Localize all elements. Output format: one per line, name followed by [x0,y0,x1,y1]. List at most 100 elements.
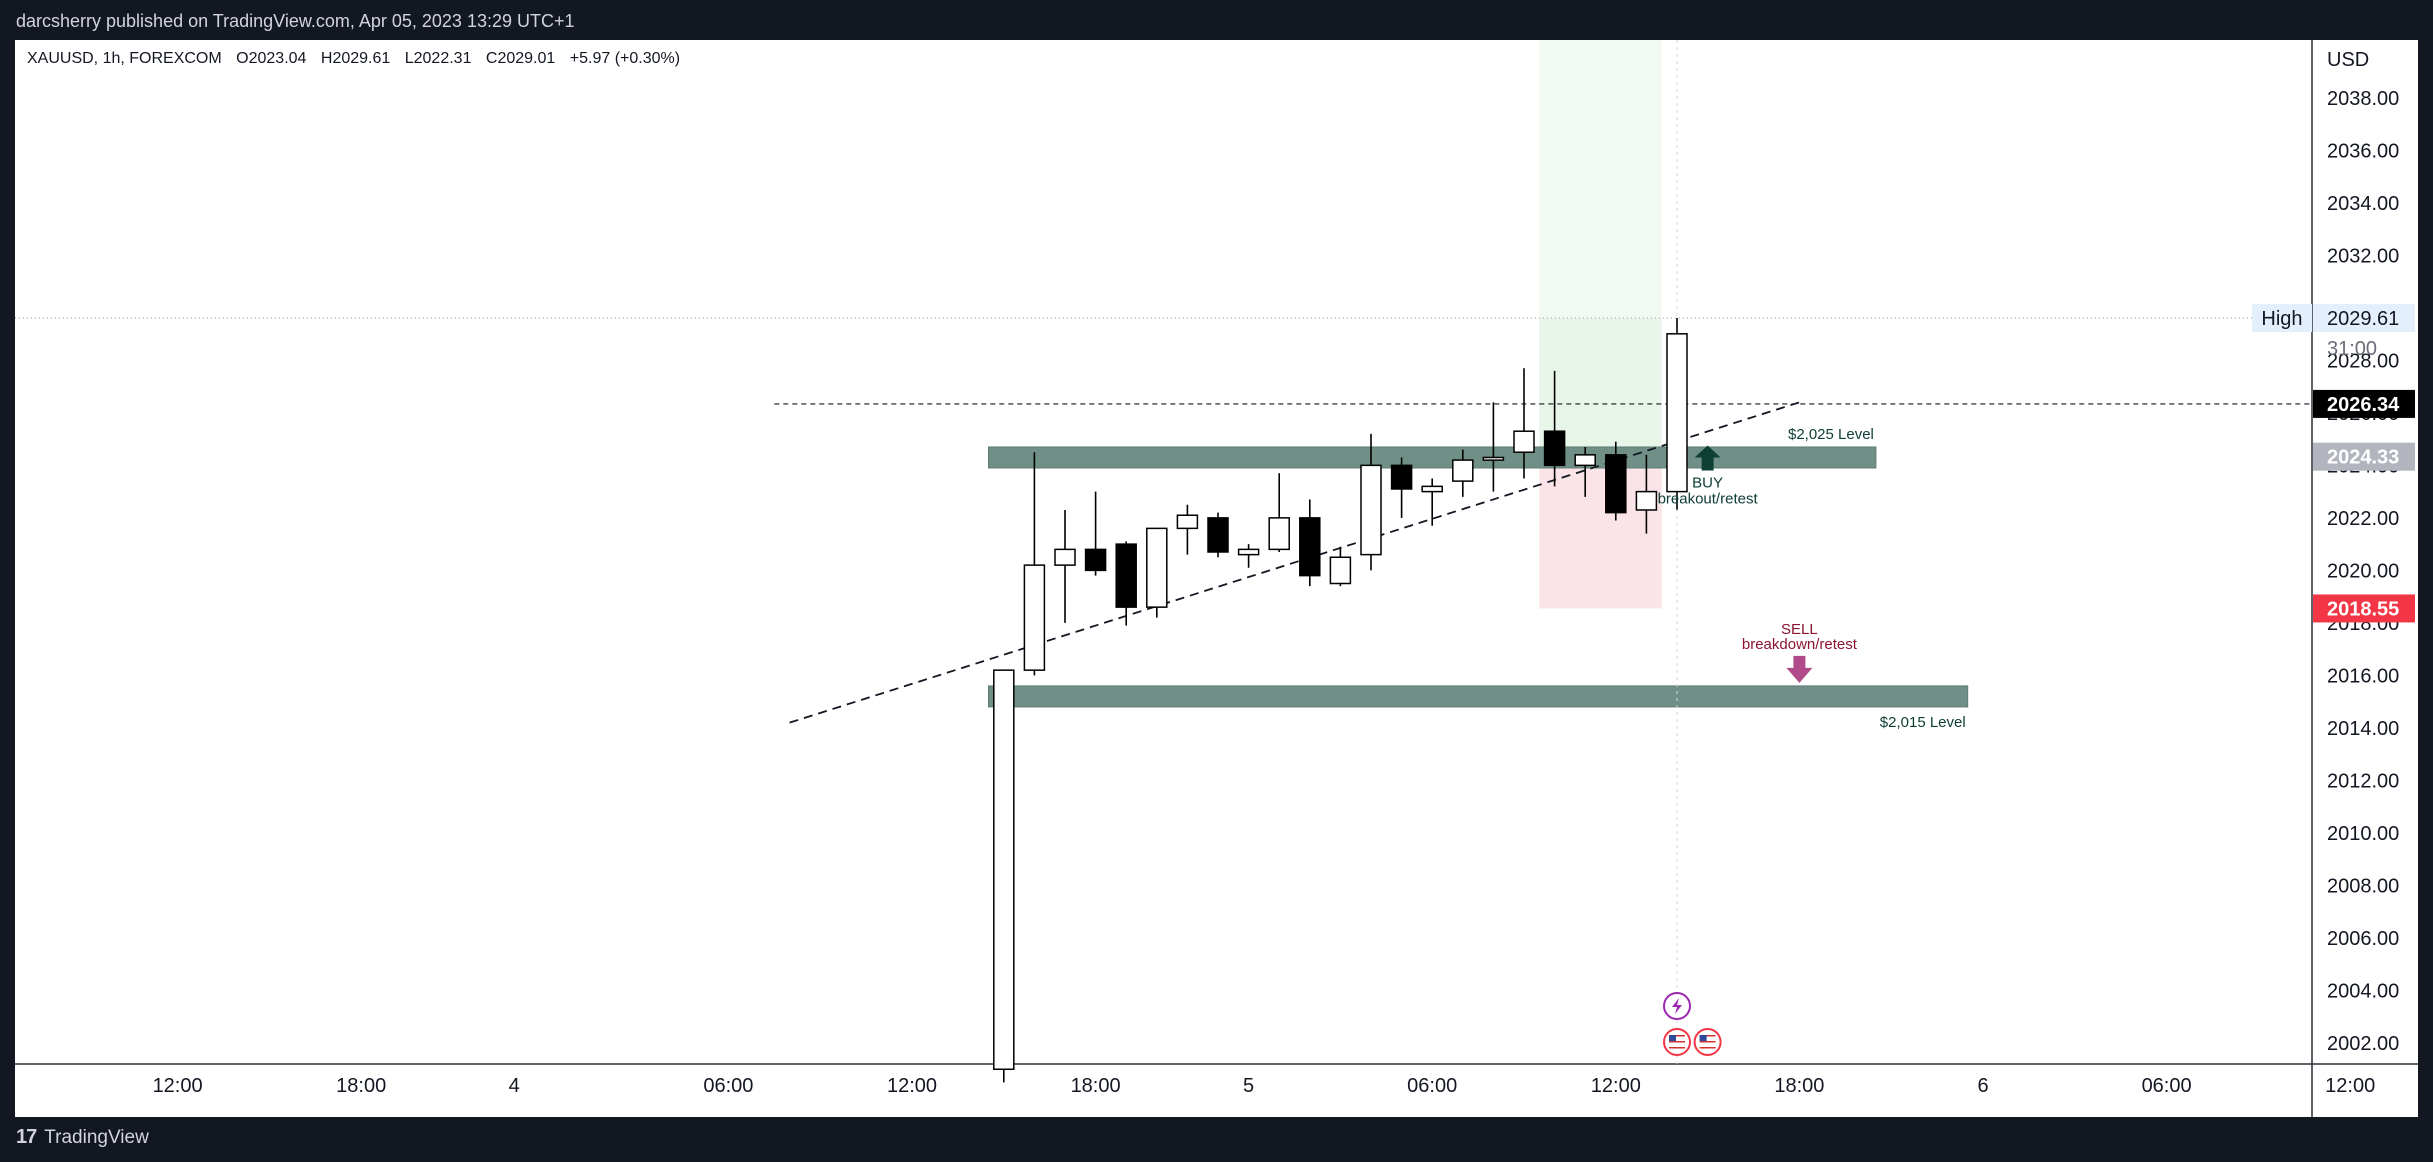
price-tick-label: 2022.00 [2327,508,2399,530]
bid-price-label: 2024.33 [2327,447,2399,469]
trend-lines [15,40,2312,1064]
level-2025-label: $2,025 Level [1788,426,1874,443]
candle-body[interactable] [1605,454,1627,514]
candle-body[interactable] [1299,517,1321,577]
time-tick-label: 12:00 [153,1075,203,1097]
time-tick-label: 06:00 [703,1075,753,1097]
candle-body[interactable] [1023,564,1046,671]
level-zone-0[interactable] [988,446,1877,469]
background-zones: $2,025 Level $2,015 Level [988,40,1969,731]
sell-label: SELL [1781,621,1818,638]
flag-stripe [1699,1047,1716,1049]
candle-body[interactable] [1421,485,1443,493]
position-stop-zone [1539,456,1662,609]
price-tick-label: 2032.00 [2327,245,2399,267]
publisher-bar: darcsherry published on TradingView.com,… [0,0,2433,40]
price-tick-label: 2034.00 [2327,193,2399,215]
candle-body[interactable] [1084,548,1107,572]
candle-body[interactable] [993,669,1015,1071]
price-tick-label: 2002.00 [2327,1033,2399,1055]
chart-canvas[interactable]: $2,025 Level $2,015 Level BUYbreakout/ret… [15,40,2418,1117]
time-tick-label: 6 [1977,1075,1988,1097]
time-tick-label: 06:00 [1407,1075,1457,1097]
price-tick-label: 2006.00 [2327,928,2399,950]
legend-high: H2029.61 [320,50,391,67]
stop-price-label-bg [2313,594,2415,623]
flag-stripe [1699,1038,1716,1040]
price-tick-label: 2014.00 [2327,718,2399,740]
countdown-label: 31:00 [2327,338,2377,360]
time-tick-label: 12:00 [2325,1075,2375,1097]
time-tick-label: 18:00 [1071,1075,1121,1097]
price-tick-label: 2010.00 [2327,823,2399,845]
candles [993,318,1688,1083]
price-tick-label: 2004.00 [2327,980,2399,1002]
candle-body[interactable] [1207,517,1229,553]
candle-body[interactable] [1635,490,1658,511]
price-tick-label: 2016.00 [2327,665,2399,687]
publisher-text: darcsherry published on TradingView.com,… [16,11,575,31]
price-tick-label: 2012.00 [2327,770,2399,792]
candle-body[interactable] [1543,430,1566,467]
flag-stripe [1669,1044,1685,1046]
candle-body[interactable] [1513,430,1535,453]
price-tick-label: 2028.00 [2327,350,2399,372]
symbol-legend: XAUUSD, 1h, FOREXCOM O2023.04 H2029.61 L… [27,50,690,68]
ascending-trendline[interactable] [789,401,1800,724]
time-tick-label: 4 [509,1075,520,1097]
candle-body[interactable] [1666,333,1688,493]
flag-stripe [1669,1038,1685,1040]
high-price-label: 2029.61 [2327,308,2399,330]
flag-stripe [1699,1041,1716,1043]
tradingview-brand[interactable]: 17 TradingView [16,1126,149,1149]
high-price-bg [2313,304,2415,333]
sell-arrow-icon[interactable] [1786,655,1813,683]
candle-body[interactable] [1329,556,1352,585]
time-tick-label: 12:00 [887,1075,937,1097]
economic-events [1663,992,1722,1056]
level-2015-label: $2,015 Level [1880,714,1966,731]
candle-body[interactable] [1115,543,1137,608]
candle-body[interactable] [1268,517,1290,551]
candle-body[interactable] [1574,454,1596,467]
flag-stripe [1699,1044,1716,1046]
stop-price-label: 2018.55 [2327,598,2399,620]
high-tag-bg [2252,304,2312,333]
high-tag-label: High [2261,308,2302,330]
buy-arrow-icon[interactable] [1694,445,1721,471]
candle-body[interactable] [1176,514,1199,530]
legend-low: L2022.31 [404,50,472,67]
flag-canton [1699,1035,1707,1041]
candle-body[interactable] [1390,464,1413,490]
flag-stripe [1669,1035,1685,1037]
sell-sublabel: breakdown/retest [1742,636,1858,653]
last-price-label-bg [2313,389,2415,418]
flag-stripe [1699,1035,1716,1037]
candle-body[interactable] [1482,456,1505,461]
buy-sublabel: breakout/retest [1658,490,1759,507]
chart-panel[interactable]: $2,025 Level $2,015 Level BUY breakout/ret… [15,40,2418,1117]
position-extended-zone [1539,40,1662,319]
legend-close: C2029.01 [485,50,556,67]
buy-label: BUY [1692,474,1723,491]
price-axis: USD 2002.00 2004.00 2006.00 2008.00 2010.00 20… [2252,49,2415,1055]
axis-currency: USD [2327,49,2369,71]
grid [15,40,2418,1117]
time-axis: 12:00 18:00 4 06:00 12:00 18:00 5 06:00 12:00 18:… [153,1075,2376,1097]
time-tick-label: 12:00 [1591,1075,1641,1097]
time-tick-label: 18:00 [336,1075,386,1097]
bid-price-label-bg [2313,442,2415,471]
legend-open: O2023.04 [236,50,307,67]
flag-stripe [1669,1047,1685,1049]
candle-body[interactable] [1146,527,1168,608]
candle-body[interactable] [1054,548,1076,566]
legend-symbol: XAUUSD, 1h, FOREXCOM [27,50,222,67]
candle-body[interactable] [1452,459,1474,482]
level-zone-1[interactable] [988,685,1969,708]
footer-bar: 17 TradingView [0,1117,2433,1162]
time-tick-label: 18:00 [1774,1075,1824,1097]
candle-body[interactable] [1360,464,1382,556]
price-tick-label: 2020.00 [2327,560,2399,582]
candle-body[interactable] [1237,548,1260,556]
